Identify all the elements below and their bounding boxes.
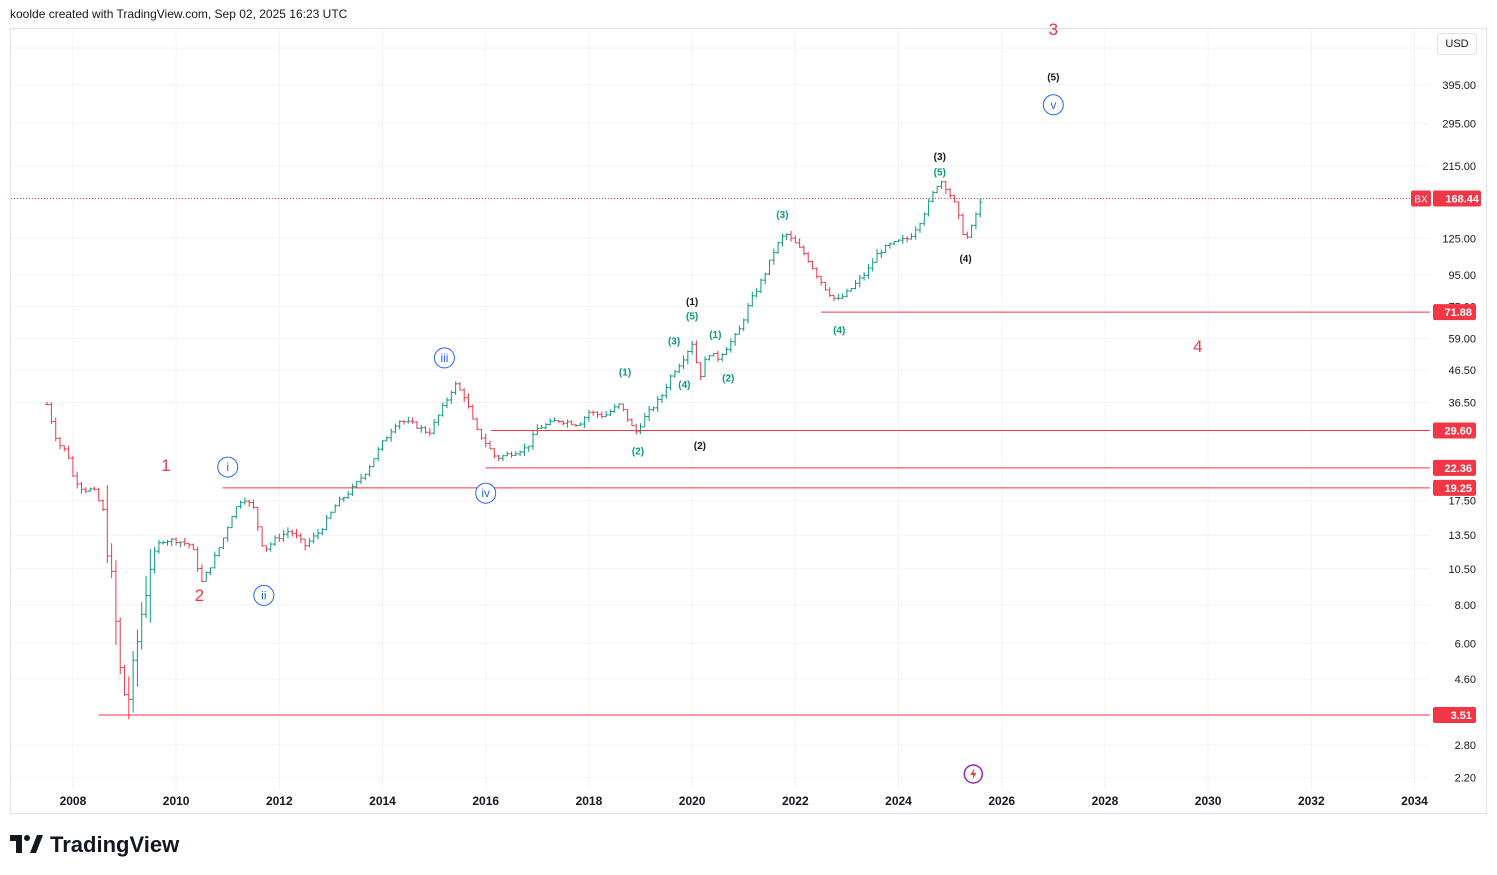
x-tick-label: 2032 [1298,794,1325,808]
y-tick-label: 59.00 [1448,333,1476,345]
x-tick-label: 2022 [782,794,809,808]
chart-frame [10,28,1487,814]
wave-label-minor: (4) [833,326,845,337]
y-tick-label: 215.00 [1442,161,1476,173]
y-tick-label: 95.00 [1448,270,1476,282]
y-tick-label: 46.50 [1448,365,1476,377]
y-tick-label: 125.00 [1442,233,1476,245]
wave-circle [475,482,497,504]
tradingview-logo[interactable]: TradingView [10,832,179,858]
price-level-value: 71.88 [1444,307,1472,319]
price-level-value: 29.60 [1444,425,1472,437]
wave-label-minor: (3) [668,337,680,348]
y-tick-label: 17.50 [1448,496,1476,508]
x-tick-label: 2014 [369,794,396,808]
wave-label-major: 4 [1193,337,1202,356]
wave-label-minor: (1) [709,330,721,341]
y-tick-label: 10.50 [1448,564,1476,576]
price-level-value: 19.25 [1444,483,1472,495]
price-level-value: 22.36 [1444,463,1472,475]
x-tick-label: 2020 [679,794,706,808]
chart-attribution: koolde created with TradingView.com, Sep… [10,7,348,21]
lightning-icon [970,768,977,780]
y-tick-label: 6.00 [1455,638,1476,650]
wave-label-minor: (2) [632,446,644,457]
wave-circle [1042,94,1064,116]
x-tick-label: 2012 [266,794,293,808]
y-tick-label: 395.00 [1442,80,1476,92]
wave-label-minor: (3) [934,152,946,163]
wave-circle [253,584,275,606]
wave-circle [217,456,239,478]
wave-circle [433,347,455,369]
price-level-tag [1433,706,1476,723]
wave-label-major: 1 [161,456,170,475]
symbol-tag [1411,190,1431,207]
x-tick-label: 2026 [988,794,1015,808]
currency-button[interactable]: USD [1437,33,1477,55]
y-tick-label: 36.50 [1448,398,1476,410]
y-tick-label: 295.00 [1442,119,1476,131]
wave-label-minor: (1) [686,297,698,308]
wave-label-circled: iv [481,486,490,500]
last-price-value: 168.44 [1445,193,1480,205]
x-tick-label: 2030 [1195,794,1222,808]
last-price-tag [1433,190,1481,207]
y-tick-label: 13.50 [1448,530,1476,542]
price-level-tag [1433,304,1476,321]
wave-label-minor: (2) [694,441,706,452]
x-tick-label: 2024 [885,794,912,808]
wave-label-major: 2 [195,586,204,605]
price-level-value: 3.51 [1451,710,1472,722]
price-level-tag [1433,479,1476,496]
brand-name: TradingView [50,832,180,857]
symbol-tag-label: BX [1414,194,1428,205]
wave-label-major: 3 [1049,20,1058,39]
wave-label-minor: (4) [678,380,690,391]
wave-label-minor: (5) [934,168,946,179]
wave-label-circled: i [226,460,229,474]
x-tick-label: 2034 [1401,794,1428,808]
wave-label-circled: v [1050,98,1056,112]
wave-label-circled: iii [440,351,448,365]
tradingview-logo-icon [10,835,43,853]
x-tick-label: 2008 [60,794,87,808]
wave-label-minor: (2) [722,374,734,385]
y-tick-label: 4.60 [1455,674,1476,686]
x-tick-label: 2018 [576,794,603,808]
x-tick-label: 2028 [1092,794,1119,808]
x-tick-label: 2016 [472,794,499,808]
wave-label-minor: (5) [1047,73,1059,84]
x-tick-label: 2010 [163,794,190,808]
price-level-tag [1433,422,1476,439]
wave-label-circled: ii [261,588,266,602]
wave-label-minor: (4) [959,254,971,265]
y-tick-label: 8.00 [1455,600,1476,612]
y-tick-label: 2.80 [1455,740,1476,752]
price-level-tag [1433,459,1476,476]
wave-label-minor: (3) [776,210,788,221]
y-tick-label: 2.20 [1455,772,1476,784]
wave-label-minor: (1) [619,368,631,379]
wave-label-minor: (5) [686,312,698,323]
